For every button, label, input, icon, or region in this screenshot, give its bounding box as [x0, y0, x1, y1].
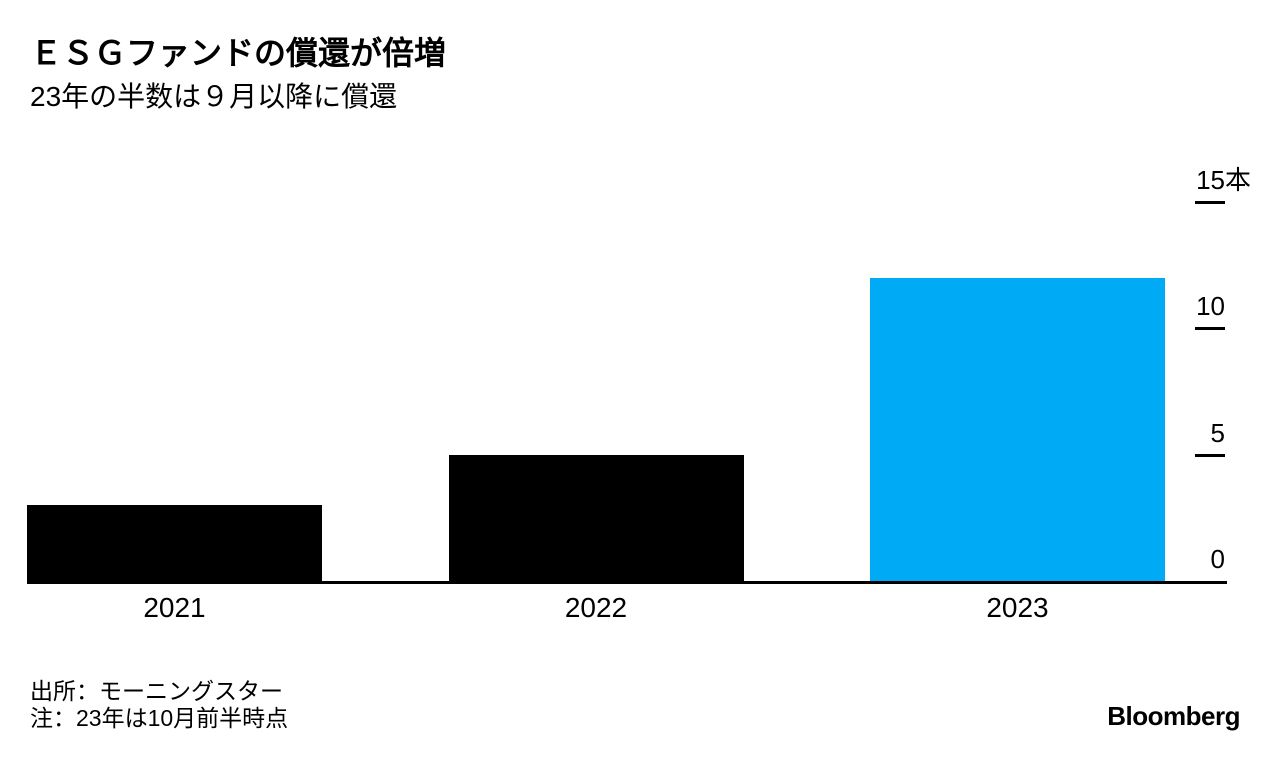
- y-tick-number: 0: [1210, 544, 1225, 574]
- chart-subtitle: 23年の半数は９月以降に償還: [30, 81, 398, 112]
- y-tick-label-0: 0: [1195, 544, 1225, 574]
- x-label-2022: 2022: [564, 592, 628, 623]
- y-tick-number: 15: [1196, 164, 1225, 195]
- x-axis-line: [27, 581, 1227, 584]
- bloomberg-logo: Bloomberg: [1107, 701, 1240, 731]
- bar-2021: [27, 505, 322, 581]
- source-note: 出所：モーニングスター: [30, 678, 283, 704]
- y-axis-unit-label: 本: [1225, 164, 1252, 195]
- x-label-2021: 2021: [143, 592, 206, 623]
- y-tick-label-15: 15本: [1195, 165, 1251, 195]
- y-tick-number: 5: [1210, 417, 1225, 448]
- y-tick-mark-10: [1195, 327, 1225, 331]
- bar-2022: [448, 454, 744, 581]
- bar-2023: [870, 277, 1165, 581]
- y-tick-number: 10: [1196, 291, 1225, 322]
- y-tick-label-5: 5: [1195, 418, 1225, 448]
- chart-title: ＥＳＧファンドの償還が倍増: [30, 35, 447, 71]
- footnote: 注：23年は10月前半時点: [30, 705, 289, 731]
- y-tick-mark-5: [1195, 453, 1225, 457]
- x-label-2023: 2023: [986, 592, 1049, 623]
- y-tick-mark-15: [1195, 200, 1225, 204]
- y-tick-label-10: 10: [1195, 291, 1225, 321]
